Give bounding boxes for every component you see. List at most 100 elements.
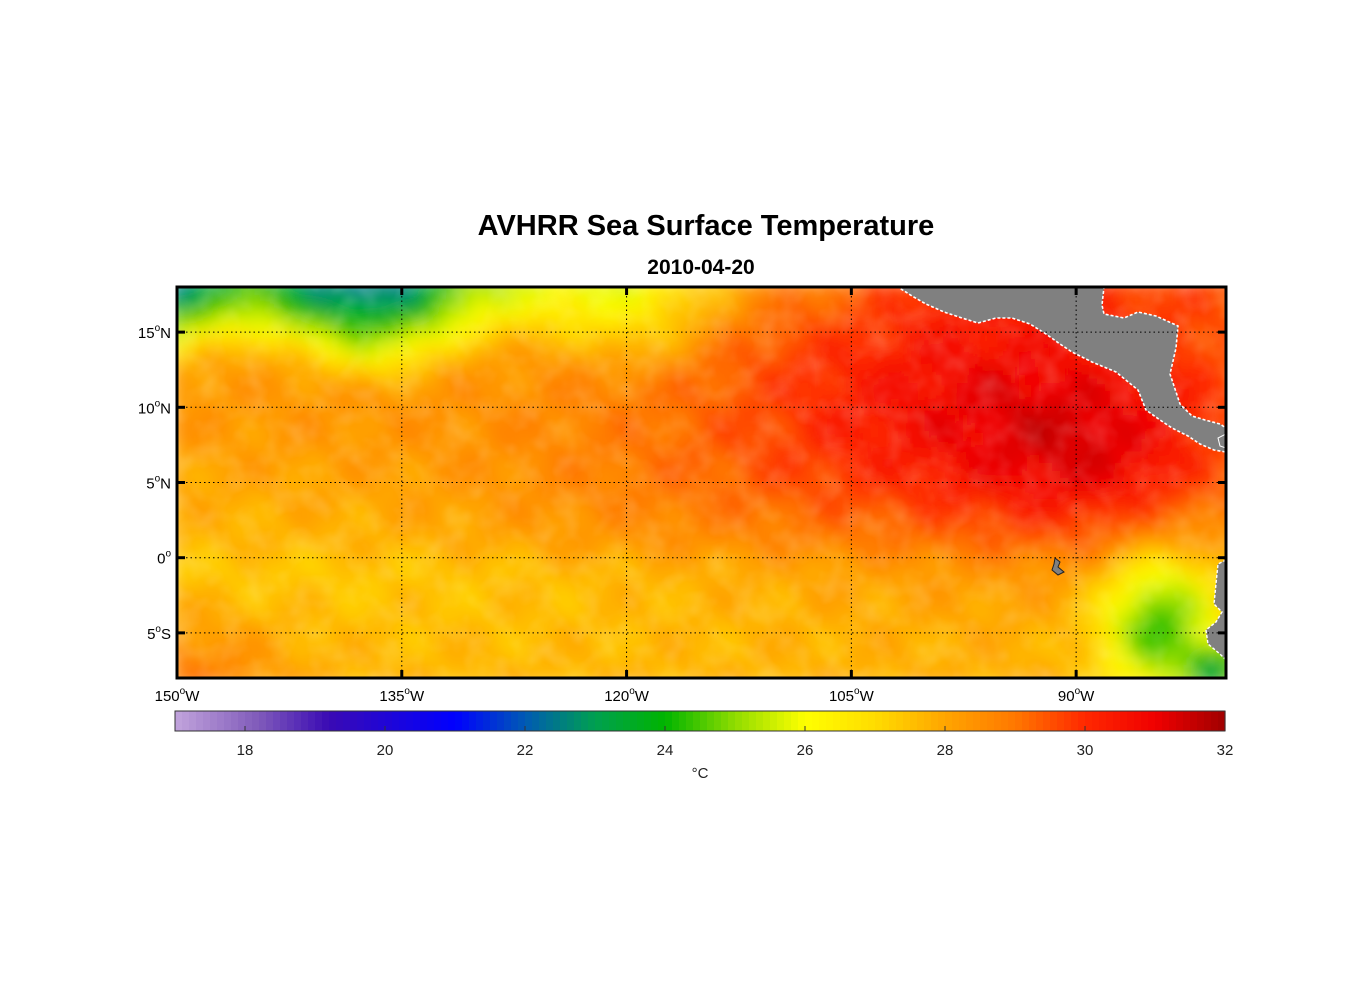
colorbar-segment	[462, 711, 470, 731]
colorbar-segment	[539, 711, 547, 731]
colorbar-segment	[413, 711, 421, 731]
colorbar-segment	[1022, 711, 1030, 731]
lon-label-150w: 150oW	[155, 686, 201, 705]
map-title: AVHRR Sea Surface Temperature	[478, 210, 935, 242]
colorbar-segment	[406, 711, 414, 731]
colorbar-segment	[518, 711, 526, 731]
colorbar-segment	[280, 711, 288, 731]
colorbar-segment	[1036, 711, 1044, 731]
colorbar-segment	[1183, 711, 1191, 731]
colorbar-segment	[1155, 711, 1163, 731]
colorbar-segment	[357, 711, 365, 731]
colorbar-unit-label: °C	[692, 765, 709, 782]
colorbar-segment	[875, 711, 883, 731]
colorbar-segment	[1204, 711, 1212, 731]
colorbar-segment	[497, 711, 505, 731]
lat-label-5s: 5oS	[147, 624, 171, 643]
colorbar-segment	[917, 711, 925, 731]
colorbar-segment	[1064, 711, 1072, 731]
colorbar-segment	[1008, 711, 1016, 731]
colorbar-segment	[630, 711, 638, 731]
colorbar-segment	[504, 711, 512, 731]
colorbar-segment	[1162, 711, 1170, 731]
colorbar-segment	[651, 711, 659, 731]
colorbar-segment	[322, 711, 330, 731]
colorbar-segment	[231, 711, 239, 731]
lon-label-135w: 135oW	[379, 686, 425, 705]
colorbar-segment	[1099, 711, 1107, 731]
graticule	[177, 287, 1226, 678]
lat-label-5n: 5oN	[146, 474, 171, 493]
colorbar-segment	[1050, 711, 1058, 731]
colorbar-segment	[903, 711, 911, 731]
south-america-land	[1205, 559, 1226, 661]
colorbar-segment	[1113, 711, 1121, 731]
colorbar-segment	[882, 711, 890, 731]
lat-label-0eq: 0o	[157, 549, 171, 568]
colorbar-segment	[707, 711, 715, 731]
colorbar-segment	[602, 711, 610, 731]
longitude-labels: 150oW 135oW 120oW 105oW 90oW	[155, 686, 1096, 705]
colorbar-segment	[672, 711, 680, 731]
colorbar-tick-label: 26	[797, 742, 814, 759]
colorbar-segment	[1176, 711, 1184, 731]
colorbar-segment	[427, 711, 435, 731]
colorbar-segment	[1078, 711, 1086, 731]
colorbar-segment	[196, 711, 204, 731]
colorbar-segment	[532, 711, 540, 731]
colorbar-segment	[721, 711, 729, 731]
lon-label-120w: 120oW	[604, 686, 650, 705]
colorbar-tick-label: 28	[937, 742, 954, 759]
colorbar-segment	[896, 711, 904, 731]
colorbar-segment	[378, 711, 386, 731]
galapagos-islands	[1051, 557, 1065, 576]
colorbar-segment	[595, 711, 603, 731]
colorbar-segment	[392, 711, 400, 731]
colorbar-segment	[203, 711, 211, 731]
colorbar-tick-label: 24	[657, 742, 674, 759]
colorbar-segment	[910, 711, 918, 731]
colorbar-segment	[553, 711, 561, 731]
colorbar-segment	[686, 711, 694, 731]
colorbar-segment	[224, 711, 232, 731]
colorbar-segment	[371, 711, 379, 731]
colorbar-segment	[637, 711, 645, 731]
colorbar-segment	[259, 711, 267, 731]
colorbar-segment	[364, 711, 372, 731]
colorbar-segment	[1190, 711, 1198, 731]
colorbar-segment	[1001, 711, 1009, 731]
colorbar-segment	[448, 711, 456, 731]
colorbar-segment	[189, 711, 197, 731]
colorbar-segment	[567, 711, 575, 731]
colorbar-segment	[854, 711, 862, 731]
colorbar-segment	[175, 711, 183, 731]
colorbar-segment	[308, 711, 316, 731]
colorbar-segment	[399, 711, 407, 731]
colorbar-segment	[1071, 711, 1079, 731]
colorbar-segment	[658, 711, 666, 731]
colorbar-segment	[469, 711, 477, 731]
colorbar-segment	[525, 711, 533, 731]
lon-label-90w: 90oW	[1058, 686, 1095, 705]
colorbar-segment	[616, 711, 624, 731]
colorbar-segment	[798, 711, 806, 731]
colorbar-segment	[476, 711, 484, 731]
colorbar-segment	[245, 711, 253, 731]
colorbar-segment	[1134, 711, 1142, 731]
colorbar-segment	[966, 711, 974, 731]
colorbar-segment	[182, 711, 190, 731]
colorbar-segment	[679, 711, 687, 731]
colorbar-segment	[742, 711, 750, 731]
colorbar-segment	[833, 711, 841, 731]
colorbar-segment	[777, 711, 785, 731]
colorbar-segment	[511, 711, 519, 731]
colorbar-segment	[770, 711, 778, 731]
colorbar-segment	[385, 711, 393, 731]
colorbar-segment	[252, 711, 260, 731]
colorbar-segment	[700, 711, 708, 731]
colorbar-segment	[1015, 711, 1023, 731]
colorbar-segment	[791, 711, 799, 731]
colorbar-segment	[1057, 711, 1065, 731]
colorbar-segment	[889, 711, 897, 731]
